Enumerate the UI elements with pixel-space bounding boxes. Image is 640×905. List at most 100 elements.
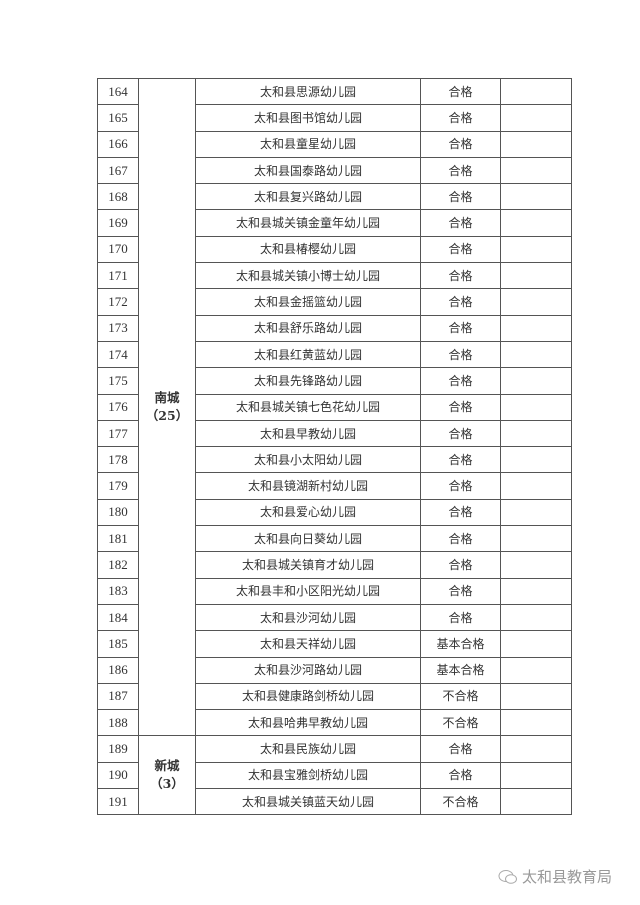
kindergarten-name: 太和县小太阳幼儿园 — [195, 446, 421, 474]
kindergarten-name: 太和县早教幼儿园 — [195, 419, 421, 448]
kindergarten-name: 太和县国泰路幼儿园 — [195, 156, 421, 185]
inspection-result: 合格 — [420, 735, 501, 763]
inspection-result: 合格 — [420, 314, 501, 342]
table-row: 166 太和县童星幼儿园 合格 — [97, 130, 572, 158]
kindergarten-name: 太和县红黄蓝幼儿园 — [195, 340, 421, 369]
row-number: 174 — [97, 340, 139, 369]
row-number: 187 — [97, 682, 139, 711]
remarks-cell — [500, 393, 572, 421]
inspection-result: 基本合格 — [420, 630, 501, 658]
region-count: （25） — [145, 408, 189, 424]
region-cell: 南城 （25） — [138, 77, 196, 737]
table-row: 189 新城 （3） 太和县民族幼儿园 合格 — [97, 735, 572, 816]
kindergarten-name: 太和县童星幼儿园 — [195, 130, 421, 158]
row-number: 169 — [97, 209, 139, 237]
kindergarten-name: 太和县哈弗早教幼儿园 — [195, 709, 421, 737]
remarks-cell — [500, 209, 572, 237]
remarks-cell — [500, 288, 572, 316]
row-number: 178 — [97, 446, 139, 474]
kindergarten-name: 太和县城关镇小博士幼儿园 — [195, 262, 421, 290]
inspection-result: 合格 — [420, 419, 501, 448]
table-row: 180 太和县爱心幼儿园 合格 — [97, 498, 572, 527]
inspection-result: 合格 — [420, 77, 501, 106]
table-row: 164 南城 （25） 太和县思源幼儿园 合格 — [97, 77, 572, 737]
inspection-result: 合格 — [420, 367, 501, 395]
region-count: （3） — [150, 776, 184, 792]
table-row: 176 太和县城关镇七色花幼儿园 合格 — [97, 393, 572, 421]
row-number: 172 — [97, 288, 139, 316]
remarks-cell — [500, 498, 572, 527]
table-row: 169 太和县城关镇金童年幼儿园 合格 — [97, 209, 572, 237]
row-number: 191 — [97, 788, 139, 816]
kindergarten-name: 太和县城关镇育才幼儿园 — [195, 551, 421, 579]
inspection-results-table: 164 南城 （25） 太和县思源幼儿园 合格 165 太和县图书馆幼儿园 合格 166 太和县童… — [97, 77, 572, 816]
row-number: 175 — [97, 367, 139, 395]
kindergarten-name: 太和县金摇篮幼儿园 — [195, 288, 421, 316]
inspection-result: 合格 — [420, 183, 501, 211]
row-number: 165 — [97, 104, 139, 132]
row-number: 164 — [97, 77, 139, 106]
remarks-cell — [500, 735, 572, 763]
kindergarten-name: 太和县沙河路幼儿园 — [195, 656, 421, 684]
remarks-cell — [500, 235, 572, 264]
remarks-cell — [500, 472, 572, 500]
kindergarten-name: 太和县先锋路幼儿园 — [195, 367, 421, 395]
inspection-result: 合格 — [420, 209, 501, 237]
kindergarten-name: 太和县天祥幼儿园 — [195, 630, 421, 658]
table-row: 190 太和县宝雅剑桥幼儿园 合格 — [97, 761, 572, 790]
remarks-cell — [500, 77, 572, 106]
remarks-cell — [500, 603, 572, 632]
table-row: 167 太和县国泰路幼儿园 合格 — [97, 156, 572, 185]
row-number: 180 — [97, 498, 139, 527]
inspection-result: 不合格 — [420, 682, 501, 711]
kindergarten-name: 太和县宝雅剑桥幼儿园 — [195, 761, 421, 790]
table-row: 174 太和县红黄蓝幼儿园 合格 — [97, 340, 572, 369]
inspection-result: 基本合格 — [420, 656, 501, 684]
kindergarten-name: 太和县爱心幼儿园 — [195, 498, 421, 527]
table-row: 179 太和县镜湖新村幼儿园 合格 — [97, 472, 572, 500]
inspection-result: 合格 — [420, 130, 501, 158]
table-row: 182 太和县城关镇育才幼儿园 合格 — [97, 551, 572, 579]
kindergarten-name: 太和县城关镇七色花幼儿园 — [195, 393, 421, 421]
row-number: 183 — [97, 577, 139, 605]
inspection-result: 合格 — [420, 551, 501, 579]
row-number: 176 — [97, 393, 139, 421]
inspection-result: 合格 — [420, 288, 501, 316]
row-number: 190 — [97, 761, 139, 790]
remarks-cell — [500, 130, 572, 158]
table-row: 168 太和县复兴路幼儿园 合格 — [97, 183, 572, 211]
remarks-cell — [500, 446, 572, 474]
table-row: 186 太和县沙河路幼儿园 基本合格 — [97, 656, 572, 684]
region-name: 新城 — [154, 758, 180, 774]
table-row: 181 太和县向日葵幼儿园 合格 — [97, 525, 572, 553]
remarks-cell — [500, 419, 572, 448]
remarks-cell — [500, 367, 572, 395]
inspection-result: 合格 — [420, 262, 501, 290]
remarks-cell — [500, 262, 572, 290]
row-number: 184 — [97, 603, 139, 632]
inspection-result: 合格 — [420, 446, 501, 474]
inspection-result: 合格 — [420, 104, 501, 132]
kindergarten-name: 太和县复兴路幼儿园 — [195, 183, 421, 211]
row-number: 177 — [97, 419, 139, 448]
inspection-result: 合格 — [420, 761, 501, 790]
inspection-result: 不合格 — [420, 788, 501, 816]
row-number: 167 — [97, 156, 139, 185]
inspection-result: 合格 — [420, 577, 501, 605]
kindergarten-name: 太和县舒乐路幼儿园 — [195, 314, 421, 342]
remarks-cell — [500, 709, 572, 737]
remarks-cell — [500, 761, 572, 790]
inspection-result: 合格 — [420, 393, 501, 421]
remarks-cell — [500, 682, 572, 711]
remarks-cell — [500, 340, 572, 369]
table-row: 187 太和县健康路剑桥幼儿园 不合格 — [97, 682, 572, 711]
kindergarten-name: 太和县镜湖新村幼儿园 — [195, 472, 421, 500]
watermark: 太和县教育局 — [498, 866, 612, 887]
table-row: 188 太和县哈弗早教幼儿园 不合格 — [97, 709, 572, 737]
row-number: 171 — [97, 262, 139, 290]
table-row: 191 太和县城关镇蓝天幼儿园 不合格 — [97, 788, 572, 816]
inspection-result: 合格 — [420, 340, 501, 369]
inspection-result: 合格 — [420, 525, 501, 553]
inspection-result: 合格 — [420, 156, 501, 185]
remarks-cell — [500, 525, 572, 553]
